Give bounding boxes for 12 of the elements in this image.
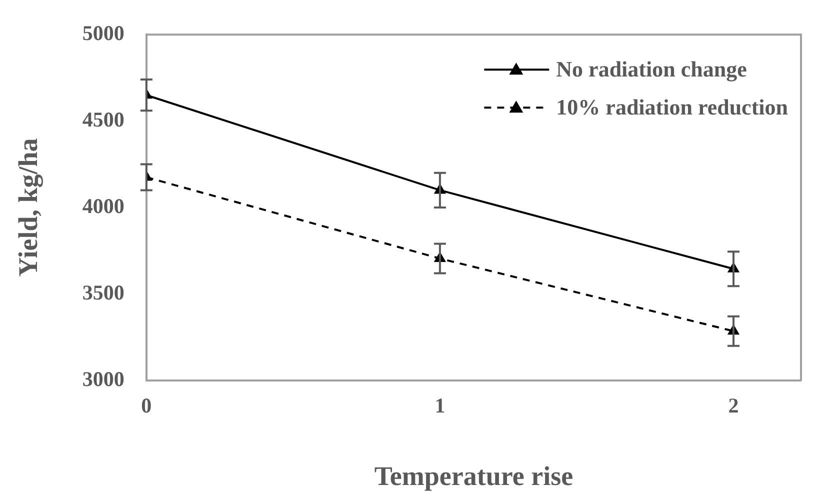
y-tick-label: 4500	[82, 107, 124, 132]
x-tick-label: 0	[141, 393, 152, 418]
x-tick-label: 2	[728, 393, 739, 418]
y-tick-label: 5000	[82, 21, 124, 46]
x-tick-label: 1	[434, 393, 446, 418]
legend-label: 10% radiation reduction	[556, 94, 788, 120]
x-axis-title: Temperature rise	[374, 460, 574, 491]
y-axis-title: Yield, kg/ha	[13, 138, 44, 277]
y-tick-label: 3000	[82, 366, 124, 391]
legend-label: No radiation change	[556, 56, 748, 82]
y-tick-label: 4000	[82, 194, 124, 218]
y-tick-label: 3500	[82, 280, 124, 304]
